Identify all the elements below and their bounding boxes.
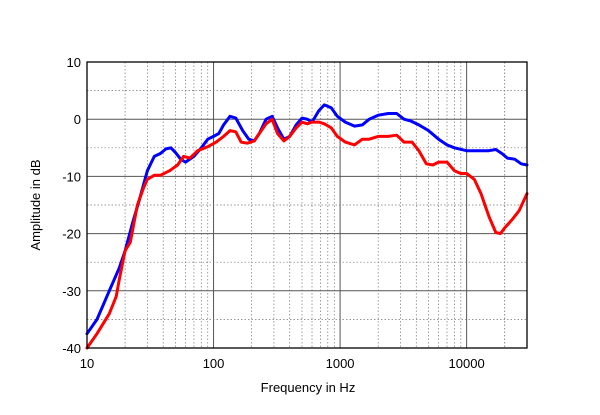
series-lines — [85, 103, 529, 350]
y-tick-label: -10 — [62, 169, 81, 184]
x-tick-label: 10 — [80, 356, 94, 371]
x-tick-label: 100 — [203, 356, 225, 371]
x-tick-label: 10000 — [449, 356, 485, 371]
y-tick-label: 0 — [74, 112, 81, 127]
plot-frame — [86, 61, 528, 349]
y-axis-label: Amplitude in dB — [28, 159, 43, 250]
x-tick-label: 1000 — [326, 356, 355, 371]
x-axis-label: Frequency in Hz — [261, 380, 356, 395]
grid — [86, 61, 528, 349]
y-tick-labels: 10 0 -10 -20 -30 -40 — [62, 55, 81, 356]
y-tick-label: -30 — [62, 284, 81, 299]
series-line-2 — [85, 117, 529, 350]
x-tick-labels: 10 100 1000 10000 — [80, 356, 485, 371]
y-tick-label: -40 — [62, 341, 81, 356]
y-tick-label: -20 — [62, 227, 81, 242]
y-tick-label: 10 — [67, 55, 81, 70]
